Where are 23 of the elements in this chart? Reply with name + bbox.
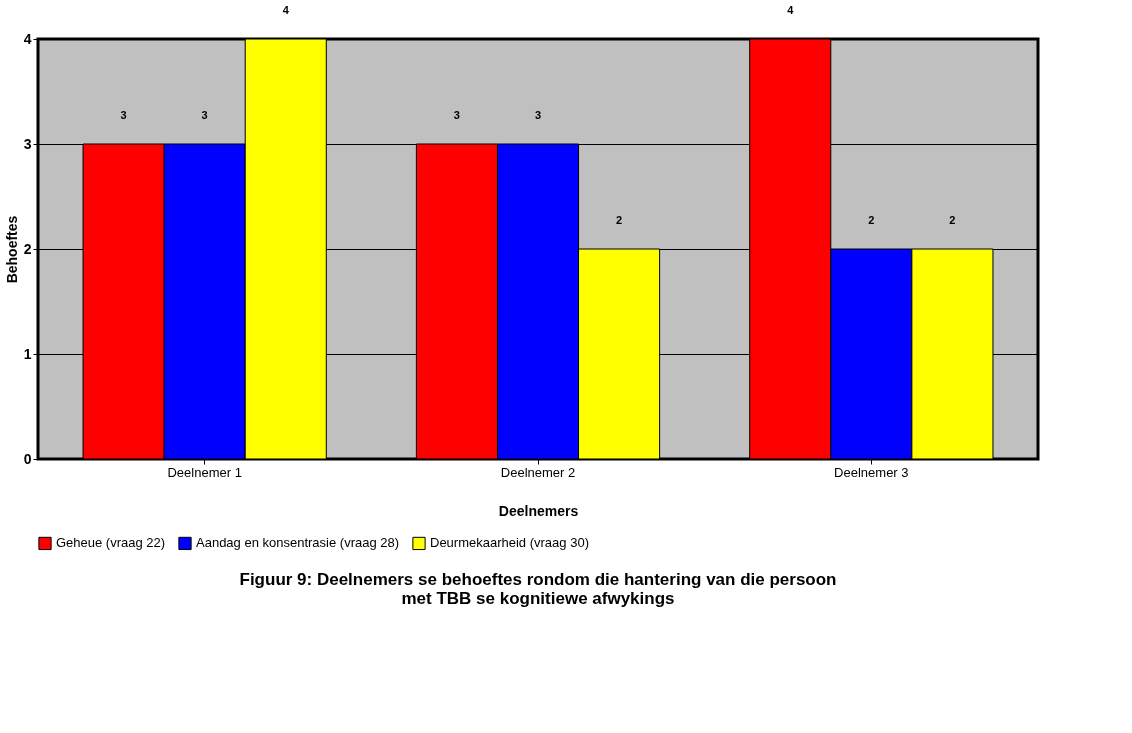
data-label: 4 (282, 4, 290, 16)
data-label: 2 (616, 214, 623, 226)
data-label: 3 (534, 109, 542, 121)
legend-label: Deurmekaarheid (vraag 30) (430, 535, 589, 551)
y-axis-title: Behoeftes (3, 215, 20, 284)
data-label: 2 (868, 214, 875, 226)
y-tick-label: 1 (23, 345, 32, 362)
y-tick-label: 2 (23, 240, 32, 257)
x-tick-label: Deelnemer 2 (500, 464, 576, 480)
x-tick-label: Deelnemer 1 (167, 464, 242, 480)
data-label: 3 (453, 109, 460, 121)
y-tick-label: 4 (23, 30, 32, 47)
x-tick-label: Deelnemer 3 (834, 464, 909, 480)
text: Figuur 9: Deelnemers se behoeftes rondom die hantering van die persoon met TBB se kognitiewe afwykings (239, 570, 837, 608)
y-tick-label: 0 (23, 450, 32, 467)
legend-label: Aandag en konsentrasie (vraag 28) (196, 535, 400, 551)
data-label: 2 (949, 214, 956, 226)
data-label: 3 (201, 109, 208, 121)
legend-label: Geheue (vraag 22) (56, 535, 166, 551)
y-tick-label: 3 (23, 135, 32, 152)
x-axis-title: Deelnemers (498, 502, 579, 519)
data-label: 4 (787, 4, 795, 16)
data-label: 3 (120, 109, 127, 121)
